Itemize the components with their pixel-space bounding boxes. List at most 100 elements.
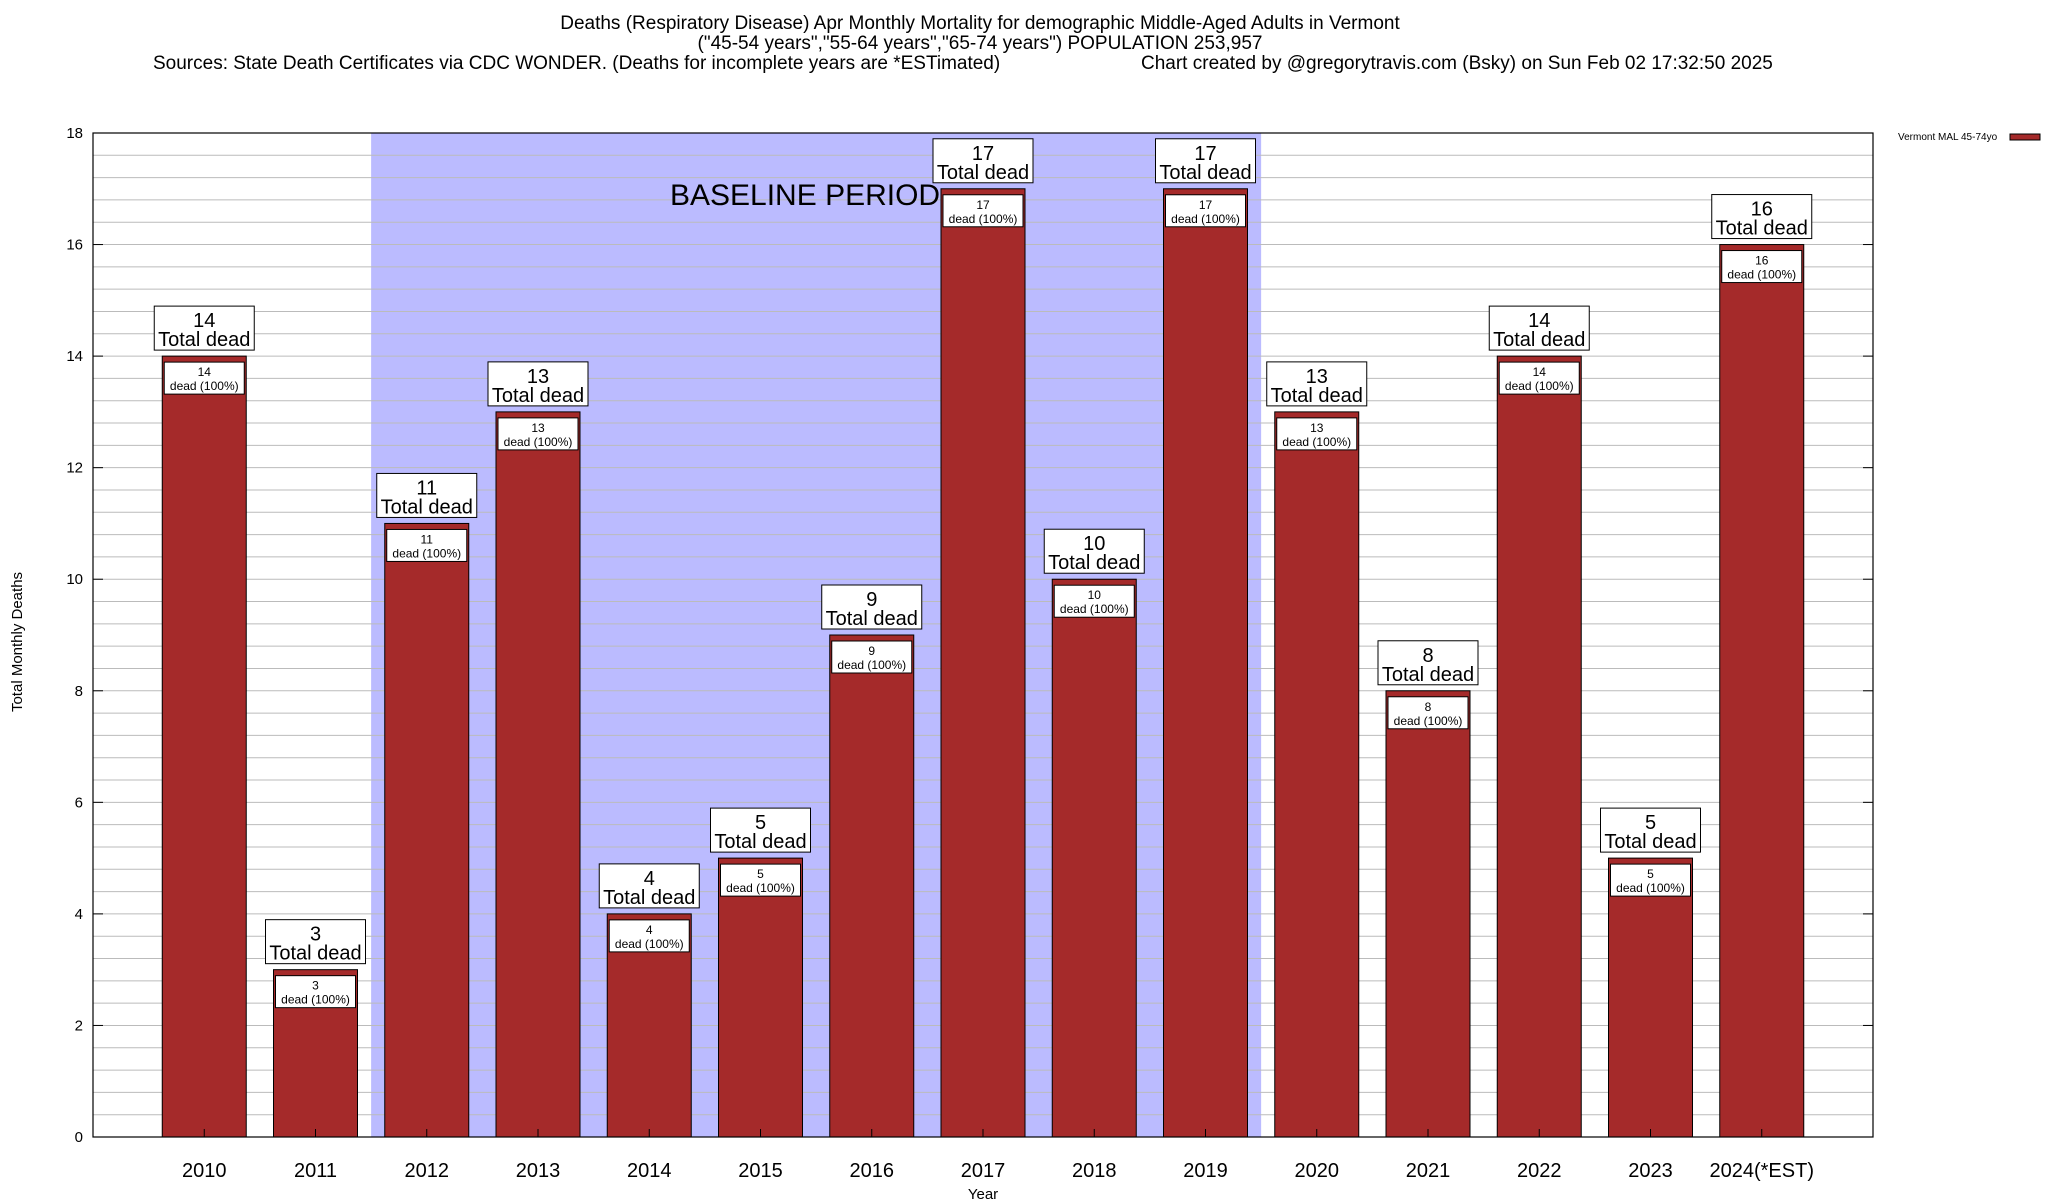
bar-total-label: Total dead [1048, 552, 1140, 574]
bar-inner-label: dead (100%) [392, 546, 461, 560]
bar-total-label: Total dead [714, 831, 806, 853]
bar-inner-label-box [831, 640, 913, 674]
x-tick-label: 2021 [1406, 1160, 1451, 1182]
y-axis-label: Total Monthly Deaths [9, 572, 26, 712]
bar-inner-label-box [1498, 361, 1580, 395]
bar-top-label-box [1600, 807, 1701, 853]
bar-inner-label-box [275, 975, 356, 1009]
bar-inner-label: dead (100%) [949, 212, 1018, 226]
bar-inner-value: 3 [312, 979, 319, 993]
bar-inner-label-box [608, 919, 690, 953]
x-tick-label: 2022 [1517, 1160, 1562, 1182]
bar [1385, 690, 1471, 1138]
x-tick-label: 2013 [516, 1160, 561, 1182]
bar-inner-value: 4 [646, 923, 653, 937]
y-tick-label: 6 [75, 794, 83, 811]
bar-inner-label: dead (100%) [1394, 714, 1463, 728]
bar-inner-label-box [1387, 696, 1469, 730]
bar [1274, 411, 1360, 1138]
bar-top-label-box [932, 138, 1034, 184]
bar-total-label: Total dead [1159, 162, 1251, 184]
bar [718, 857, 803, 1138]
bar-value-label: 13 [527, 366, 549, 388]
bar-inner-label-box [720, 863, 801, 897]
bar-inner-label: dead (100%) [504, 435, 573, 449]
bar [940, 188, 1026, 1138]
bar-top-label-box [1043, 528, 1145, 574]
bar-total-label: Total dead [1716, 218, 1808, 240]
bar-total-label: Total dead [381, 496, 473, 518]
bar [384, 522, 470, 1138]
bar [1051, 578, 1137, 1138]
bar-top-label-box [153, 305, 255, 351]
bar-total-label: Total dead [603, 887, 695, 909]
bar-inner-label: dead (100%) [615, 937, 684, 951]
x-tick-label: 2011 [294, 1160, 337, 1182]
bar-total-label: Total dead [826, 608, 918, 630]
bar-inner-label-box [1053, 584, 1135, 618]
bar-inner-value: 11 [421, 532, 434, 546]
bar [1496, 355, 1582, 1138]
y-tick-label: 8 [75, 683, 83, 700]
bar-inner-label: dead (100%) [281, 993, 350, 1007]
bar-total-label: Total dead [1382, 664, 1474, 686]
bar-value-label: 3 [310, 924, 321, 946]
bar-total-label: Total dead [269, 943, 361, 965]
bar-inner-label: dead (100%) [1282, 435, 1351, 449]
legend-label: Vermont MAL 45-74yo [1898, 132, 1998, 143]
bar-value-label: 5 [755, 812, 766, 834]
bar-value-label: 11 [416, 477, 437, 499]
bar-inner-label-box [1610, 863, 1691, 897]
bar-inner-label: dead (100%) [1505, 379, 1574, 393]
bar-inner-value: 5 [1647, 867, 1654, 881]
bar-inner-value: 17 [976, 198, 990, 212]
bar-value-label: 17 [972, 143, 994, 165]
bar-top-label-box [1155, 138, 1256, 184]
bar-value-label: 14 [1528, 310, 1550, 332]
bar-top-label-box [265, 919, 366, 965]
bar [829, 634, 915, 1138]
x-tick-label: 2012 [405, 1160, 450, 1182]
x-tick-label: 2014 [627, 1160, 672, 1182]
bar-top-label-box [821, 584, 923, 630]
bar-value-label: 8 [1422, 645, 1433, 667]
bar-inner-label: dead (100%) [1616, 881, 1685, 895]
bar-inner-label: dead (100%) [1727, 268, 1796, 282]
bar-value-label: 4 [644, 868, 655, 890]
bar-inner-label-box [1276, 417, 1358, 451]
x-tick-label: 2024(*EST) [1710, 1160, 1815, 1182]
bar-inner-value: 14 [198, 365, 212, 379]
bar-total-label: Total dead [937, 162, 1029, 184]
bar-top-label-box [598, 863, 700, 909]
bar [1608, 857, 1693, 1138]
bar-inner-label: dead (100%) [837, 658, 906, 672]
bar [495, 411, 581, 1138]
bar-inner-label: dead (100%) [1060, 602, 1129, 616]
bar-value-label: 9 [866, 589, 877, 611]
bar-value-label: 14 [193, 310, 215, 332]
chart-credit: Chart created by @gregorytravis.com (Bsk… [1141, 53, 1773, 74]
bar-top-label-box [710, 807, 811, 853]
y-tick-label: 16 [66, 237, 83, 254]
x-tick-label: 2017 [961, 1160, 1006, 1182]
bar-inner-value: 13 [531, 421, 545, 435]
x-tick-label: 2016 [850, 1160, 895, 1182]
plot-border [92, 132, 1874, 1138]
x-axis-label: Year [968, 1186, 998, 1200]
bar-value-label: 10 [1083, 533, 1105, 555]
bar-value-label: 5 [1645, 812, 1656, 834]
bar-total-label: Total dead [1604, 831, 1696, 853]
bar-inner-value: 14 [1533, 365, 1547, 379]
chart-sources: Sources: State Death Certificates via CD… [153, 53, 1001, 74]
y-tick-label: 14 [66, 348, 83, 365]
bar-value-label: 16 [1751, 199, 1773, 221]
x-tick-label: 2015 [738, 1160, 783, 1182]
bar-inner-value: 17 [1199, 198, 1213, 212]
bar-inner-label-box [163, 361, 245, 395]
bar-inner-label: dead (100%) [1171, 212, 1240, 226]
bar-top-label-box [1488, 305, 1590, 351]
chart-subtitle: ("45-54 years","55-64 years","65-74 year… [697, 33, 1263, 54]
bar-inner-value: 13 [1310, 421, 1324, 435]
bar-inner-value: 10 [1088, 588, 1102, 602]
bar-inner-label: dead (100%) [170, 379, 239, 393]
